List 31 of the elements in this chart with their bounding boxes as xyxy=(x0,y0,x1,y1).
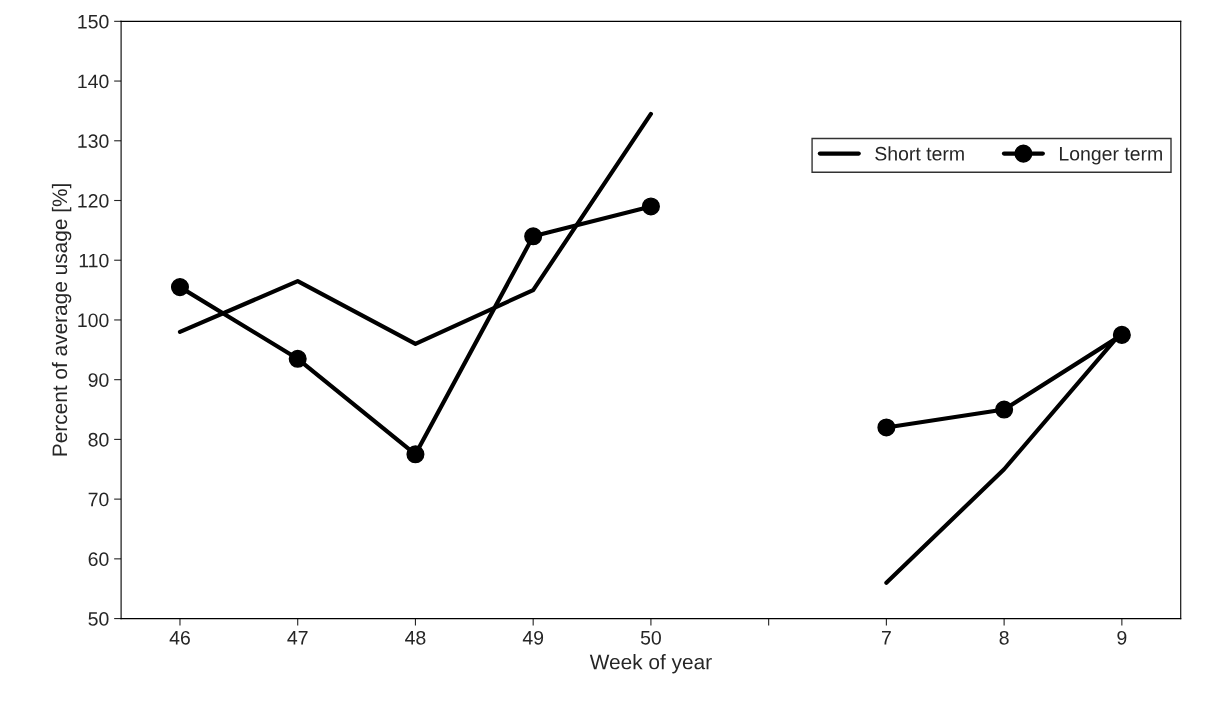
y-tick-label: 90 xyxy=(88,373,109,387)
x-tick-label: 9 xyxy=(1117,630,1127,645)
x-tick-label: 48 xyxy=(405,630,426,645)
y-axis-title: Percent of average usage [%] xyxy=(51,184,72,456)
point xyxy=(995,400,1014,419)
y-tick-label: 110 xyxy=(79,253,109,268)
y-tick-label: 130 xyxy=(78,134,109,149)
x-axis-title: Week of year xyxy=(589,654,712,674)
legend-label: Short term xyxy=(875,146,964,161)
point xyxy=(1112,325,1131,344)
point xyxy=(877,418,896,437)
y-tick-label: 70 xyxy=(88,492,109,507)
point xyxy=(406,445,425,464)
y-tick-label: 100 xyxy=(78,313,109,328)
x-tick-label: 47 xyxy=(287,631,308,645)
y-tick-label: 60 xyxy=(88,552,109,567)
x-tick-label: 8 xyxy=(999,630,1009,645)
x-tick-label: 46 xyxy=(169,630,190,645)
point xyxy=(641,197,660,216)
x-tick-label: 50 xyxy=(640,630,661,645)
point xyxy=(170,278,189,297)
y-tick-label: 120 xyxy=(78,193,109,208)
y-tick-label: 50 xyxy=(88,612,109,626)
legend-label: Longer term xyxy=(1059,147,1162,165)
x-tick-label: 7 xyxy=(881,631,891,645)
y-tick-label: 80 xyxy=(88,432,109,447)
y-tick-label: 150 xyxy=(78,14,109,29)
y-tick-label: 140 xyxy=(78,74,109,89)
x-tick-label: 49 xyxy=(522,630,544,645)
point xyxy=(288,349,307,368)
point xyxy=(524,227,543,246)
